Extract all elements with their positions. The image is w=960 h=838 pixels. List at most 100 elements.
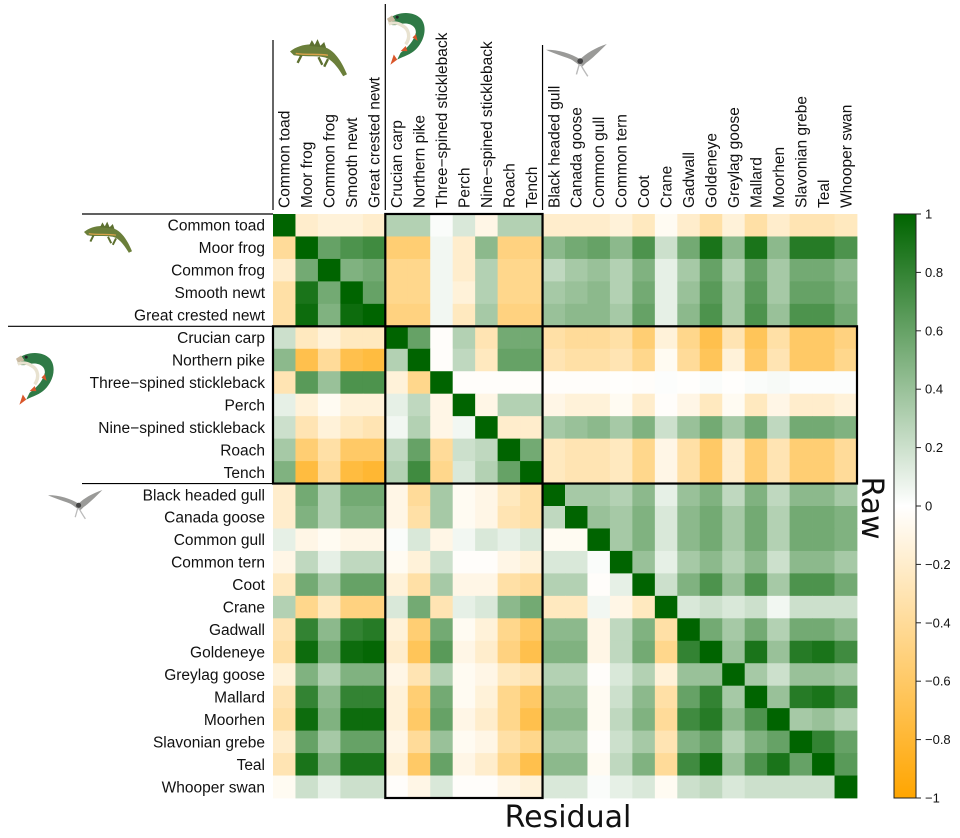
heatmap-cell <box>295 753 319 776</box>
heatmap-cell <box>677 438 701 462</box>
heatmap-cell <box>340 775 364 799</box>
heatmap-cell <box>340 708 364 732</box>
heatmap-cell <box>475 573 499 597</box>
heatmap-cell <box>722 595 746 619</box>
heatmap-cell <box>722 663 746 687</box>
heatmap-cell <box>587 393 611 417</box>
heatmap-cell <box>295 236 319 260</box>
heatmap-cell <box>565 303 588 327</box>
heatmap-cell <box>565 438 588 462</box>
heatmap-cell <box>295 371 319 395</box>
heatmap-cell <box>565 753 588 776</box>
group-icons <box>16 13 607 520</box>
heatmap-cell <box>744 573 768 597</box>
heatmap-cell <box>362 708 386 732</box>
heatmap-cell <box>677 506 701 529</box>
heatmap-cell <box>609 461 633 484</box>
heatmap-cell <box>565 258 588 282</box>
heatmap-cell <box>317 730 341 754</box>
heatmap-cell <box>767 236 791 260</box>
heatmap-cell <box>362 393 386 417</box>
heatmap-cell <box>677 461 701 484</box>
heatmap-cell <box>834 416 858 440</box>
heatmap-cell <box>385 371 409 395</box>
heatmap-cell <box>452 326 476 350</box>
heatmap-cell <box>812 438 835 462</box>
heatmap-cell <box>767 326 791 350</box>
column-label: Smooth newt <box>344 117 361 208</box>
heatmap-cell <box>385 618 409 642</box>
heatmap-cell <box>609 618 633 642</box>
heatmap-cell <box>295 348 319 372</box>
heatmap-cell <box>812 303 835 327</box>
heatmap-cell <box>340 685 364 709</box>
heatmap-cell <box>362 663 386 687</box>
heatmap-cell <box>430 371 454 395</box>
heatmap-cell <box>452 550 476 574</box>
heatmap-cell <box>767 303 791 327</box>
column-label: Mallard <box>748 157 765 208</box>
heatmap-cell <box>407 371 431 395</box>
heatmap-cell <box>475 708 499 732</box>
heatmap-cell <box>654 730 678 754</box>
heatmap-cell <box>475 506 499 529</box>
row-label: Black headed gull <box>143 487 265 504</box>
heatmap-cell <box>789 393 813 417</box>
heatmap-cell <box>722 550 746 574</box>
heatmap-cell <box>609 730 633 754</box>
heatmap-cell <box>497 416 521 440</box>
heatmap-cell <box>385 708 409 732</box>
heatmap-cell <box>317 258 341 282</box>
column-label: Tench <box>524 167 541 208</box>
heatmap-cell <box>452 506 476 529</box>
heatmap-cell <box>654 483 678 507</box>
heatmap-cell <box>722 528 746 552</box>
heatmap-cell <box>475 281 499 305</box>
heatmap-cell <box>834 214 858 237</box>
heatmap-cell <box>452 663 476 687</box>
heatmap-cell <box>497 528 521 552</box>
heatmap-cell <box>317 708 341 732</box>
heatmap-cell <box>654 438 678 462</box>
heatmap-cell <box>744 708 768 732</box>
heatmap-cell <box>654 640 678 664</box>
heatmap-cell <box>587 348 611 372</box>
heatmap-cell <box>385 236 409 260</box>
heatmap-cell <box>677 236 701 260</box>
heatmap-cell <box>295 708 319 732</box>
heatmap-cell <box>452 708 476 732</box>
heatmap-cell <box>699 303 723 327</box>
heatmap-cell <box>542 348 566 372</box>
heatmap-cell <box>812 506 835 529</box>
heatmap-cell <box>295 214 319 237</box>
heatmap-cell <box>407 483 431 507</box>
colorbar-gradient <box>893 213 917 799</box>
heatmap-cell <box>609 438 633 462</box>
heatmap-cell <box>587 438 611 462</box>
heatmap-cell <box>520 303 543 327</box>
heatmap-cell <box>744 528 768 552</box>
heatmap-cell <box>295 550 319 574</box>
row-labels: Common toad Moor frog Common frog Smooth ne… <box>90 218 266 797</box>
tern-icon <box>546 44 607 77</box>
heatmap-cell <box>407 393 431 417</box>
heatmap-cell <box>609 528 633 552</box>
heatmap-cell <box>722 393 746 417</box>
colorbar-tick-label: −0.6 <box>925 674 951 689</box>
heatmap-cell <box>520 483 543 507</box>
heatmap-cell <box>475 528 499 552</box>
heatmap-cell <box>744 416 768 440</box>
heatmap-cell <box>565 528 588 552</box>
heatmap-cell <box>744 730 768 754</box>
heatmap-cell <box>722 214 746 237</box>
heatmap-cell <box>744 483 768 507</box>
heatmap-cell <box>722 640 746 664</box>
heatmap-cell <box>565 573 588 597</box>
heatmap-cell <box>430 775 454 799</box>
heatmap-cell <box>699 663 723 687</box>
heatmap-cell <box>295 618 319 642</box>
heatmap-cell <box>789 640 813 664</box>
heatmap-cell <box>812 214 835 237</box>
heatmap-cell <box>744 236 768 260</box>
heatmap-cell <box>385 663 409 687</box>
